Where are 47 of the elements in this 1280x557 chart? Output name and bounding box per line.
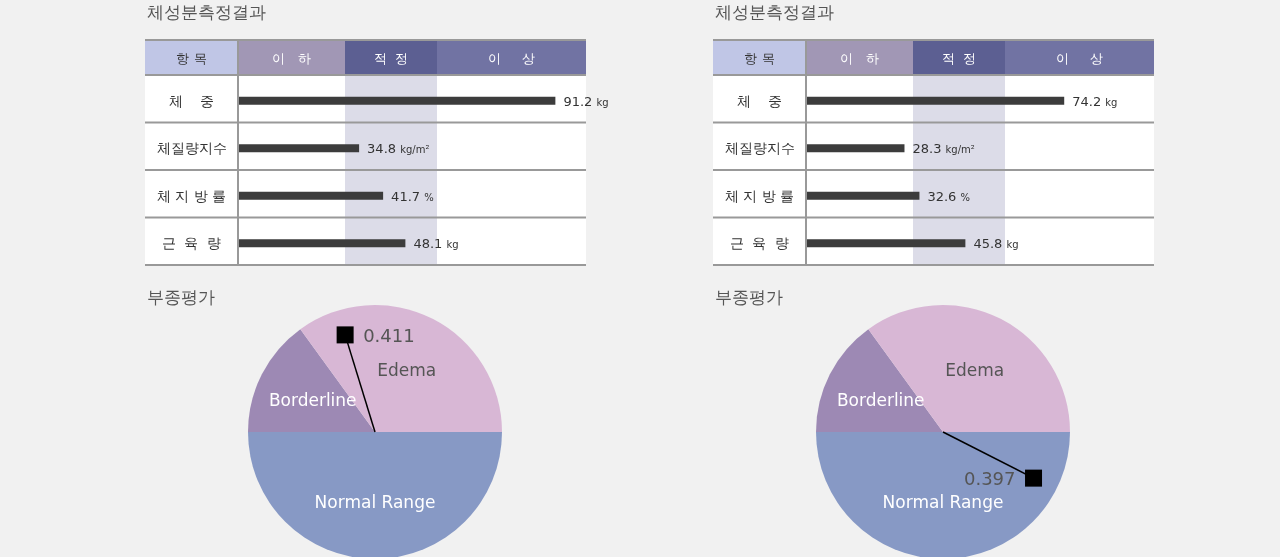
y-tick-label: 체 중 <box>168 92 215 109</box>
data-label: 45.8 kg <box>973 236 1019 252</box>
bar <box>806 144 905 153</box>
data-label: 41.7 % <box>391 188 434 204</box>
pie-slice <box>816 432 1070 557</box>
text: 이 상 <box>1056 50 1103 66</box>
bar <box>238 96 556 105</box>
bar <box>238 144 360 153</box>
text: 이 하 <box>272 50 311 66</box>
y-tick-label: 체 지 방 률 <box>725 187 794 204</box>
text: 이 하 <box>840 50 879 66</box>
chart-title: 부종평가 <box>715 287 783 307</box>
pie-slice <box>248 432 502 557</box>
text: 이 상 <box>488 50 535 66</box>
chart-title: 부종평가 <box>147 287 215 307</box>
text: 0.411 <box>363 324 415 346</box>
y-axis-title: 항 목 <box>744 50 775 66</box>
bar <box>238 191 384 200</box>
slice-label: Normal Range <box>882 491 1004 512</box>
slice-label: Normal Range <box>314 491 436 512</box>
y-tick-label: 체질량지수 <box>156 140 227 157</box>
pie-slice <box>816 329 943 432</box>
slice-label: Edema <box>377 359 437 380</box>
data-label: 32.6 % <box>927 188 971 204</box>
chart-title: 체성분측정결과 <box>147 2 266 22</box>
slice-label: Borderline <box>836 390 925 411</box>
bar <box>806 96 1065 105</box>
bar <box>806 191 920 200</box>
y-tick-label: 체 지 방 률 <box>157 187 226 204</box>
y-tick-label: 체질량지수 <box>724 140 795 157</box>
y-tick-label: 근 육 량 <box>729 235 790 252</box>
slice-label: Borderline <box>268 390 357 411</box>
bar <box>806 239 966 248</box>
slice-label: Edema <box>945 359 1005 380</box>
data-label: 28.3 kg/m² <box>912 141 975 157</box>
data-label: 48.1 kg <box>413 236 459 252</box>
text: 0.397 <box>963 468 1016 490</box>
data-label: 34.8 kg/m² <box>367 141 430 157</box>
data-label: 74.2 kg <box>1072 93 1118 109</box>
y-tick-label: 근 육 량 <box>161 235 222 252</box>
y-tick-label: 체 중 <box>736 92 783 109</box>
text: 적 정 <box>941 50 977 66</box>
text: 적 정 <box>373 50 409 66</box>
data-label: 91.2 kg <box>563 93 609 109</box>
chart-title: 체성분측정결과 <box>715 2 834 22</box>
y-axis-title: 항 목 <box>176 50 207 66</box>
bar <box>238 239 406 248</box>
